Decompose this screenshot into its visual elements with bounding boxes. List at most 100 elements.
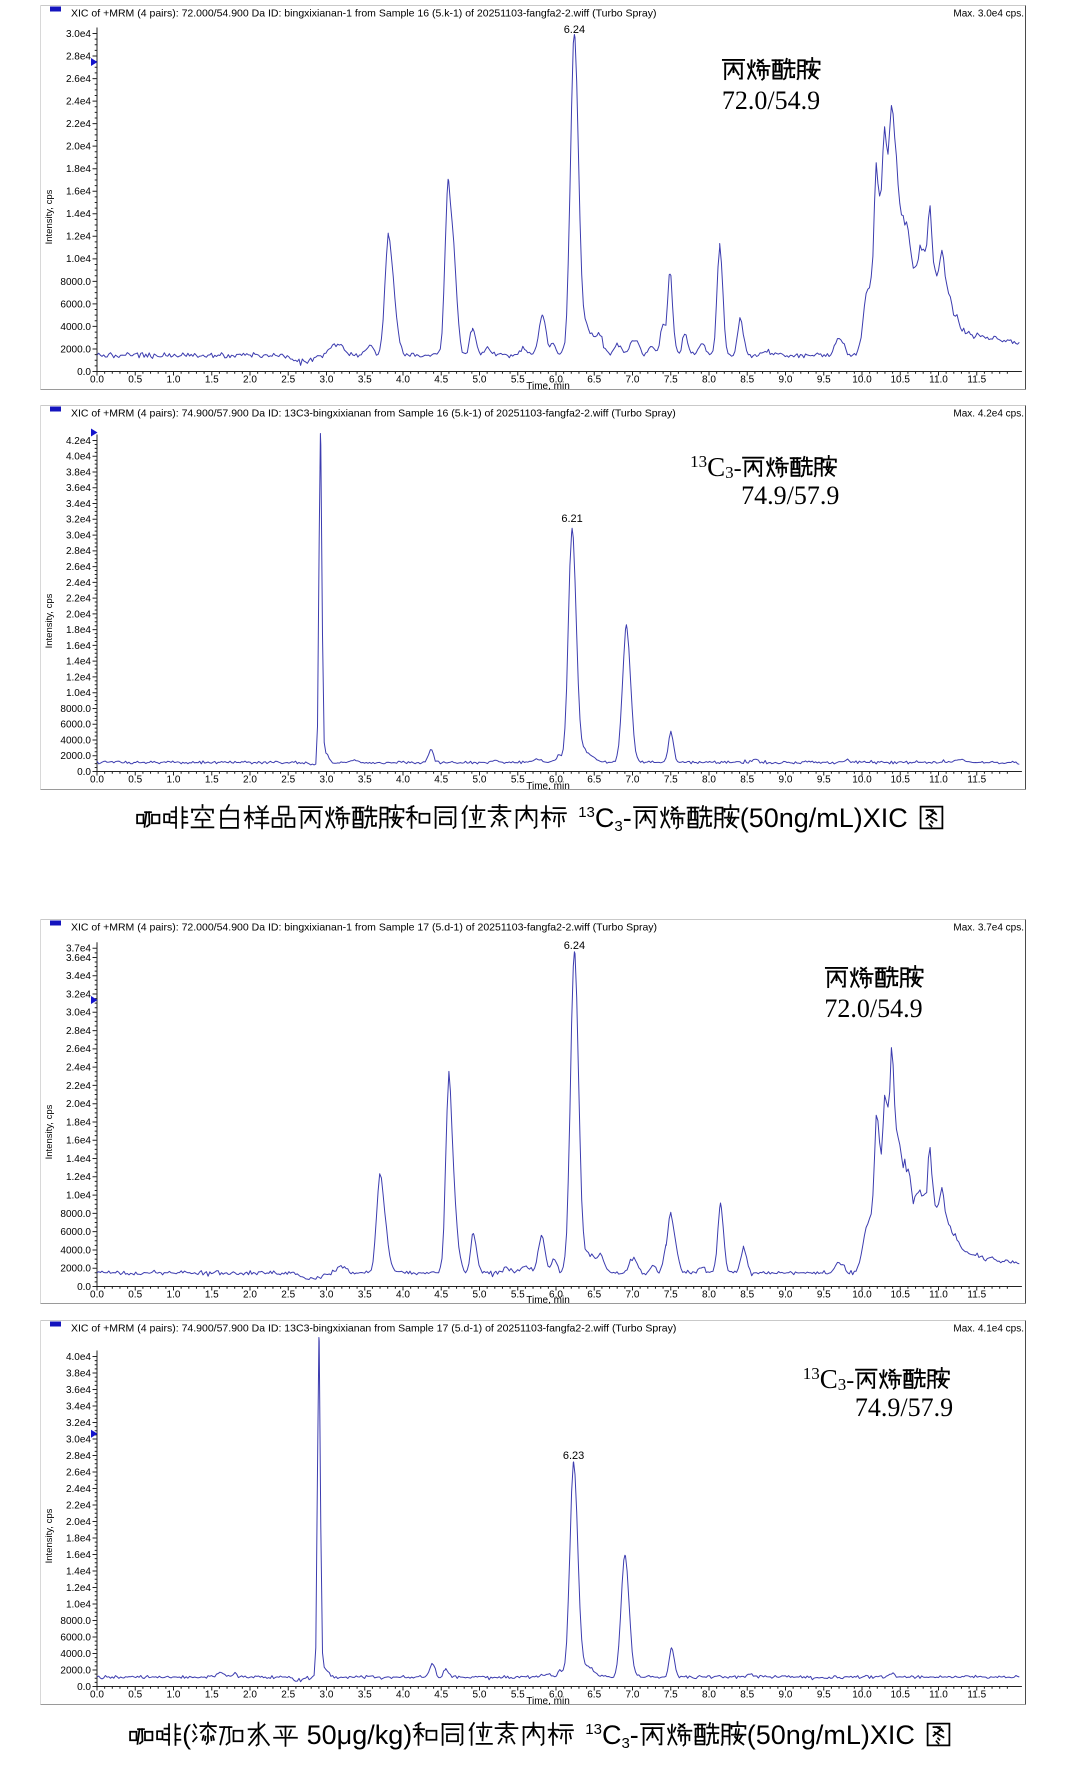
svg-text:XIC of +MRM (4 pairs): 72.000/: XIC of +MRM (4 pairs): 72.000/54.900 Da … [71, 922, 657, 934]
svg-text:3.7e4: 3.7e4 [66, 944, 91, 955]
svg-text:1.0: 1.0 [167, 774, 181, 785]
svg-text:2.0e4: 2.0e4 [66, 1099, 91, 1110]
svg-text:2.5: 2.5 [281, 375, 295, 386]
svg-text:11.5: 11.5 [967, 375, 986, 386]
svg-text:11.0: 11.0 [929, 774, 948, 785]
svg-text:2.0e4: 2.0e4 [66, 142, 91, 153]
svg-text:1.6e4: 1.6e4 [66, 187, 91, 198]
svg-text:8.5: 8.5 [740, 1290, 754, 1301]
svg-text:8.5: 8.5 [740, 375, 754, 386]
svg-text:9.5: 9.5 [817, 375, 831, 386]
svg-text:9.0: 9.0 [779, 1290, 793, 1301]
svg-text:Intensity, cps: Intensity, cps [44, 593, 55, 648]
svg-text:3.4e4: 3.4e4 [66, 498, 91, 509]
svg-text:3.4e4: 3.4e4 [66, 1401, 91, 1412]
svg-text:2.0: 2.0 [243, 375, 257, 386]
svg-text:5.0: 5.0 [473, 375, 487, 386]
svg-text:3.0: 3.0 [320, 1690, 334, 1701]
svg-text:3.2e4: 3.2e4 [66, 1418, 91, 1429]
svg-text:1.0e4: 1.0e4 [66, 1599, 91, 1610]
svg-text:8.0: 8.0 [702, 1690, 716, 1701]
svg-text:3.6e4: 3.6e4 [66, 953, 91, 964]
svg-text:0.5: 0.5 [128, 1690, 142, 1701]
svg-text:3.2e4: 3.2e4 [66, 989, 91, 1000]
svg-text:6.23: 6.23 [563, 1450, 584, 1462]
svg-text:7.0: 7.0 [626, 1290, 640, 1301]
svg-text:6.0: 6.0 [549, 1690, 563, 1701]
svg-text:9.5: 9.5 [817, 1290, 831, 1301]
svg-text:5.0: 5.0 [473, 774, 487, 785]
svg-text:0.0: 0.0 [77, 1282, 91, 1293]
svg-text:7.5: 7.5 [664, 1290, 678, 1301]
svg-text:XIC of +MRM (4 pairs): 74.900/: XIC of +MRM (4 pairs): 74.900/57.900 Da … [71, 1323, 676, 1335]
svg-text:3.6e4: 3.6e4 [66, 483, 91, 494]
svg-text:3.0e4: 3.0e4 [66, 1008, 91, 1019]
svg-text:2.6e4: 2.6e4 [66, 74, 91, 85]
svg-text:1.2e4: 1.2e4 [66, 232, 91, 243]
svg-text:10.5: 10.5 [890, 375, 910, 386]
svg-text:2.5: 2.5 [281, 1290, 295, 1301]
svg-text:Max. 3.0e4 cps.: Max. 3.0e4 cps. [953, 9, 1024, 20]
svg-text:Time, min: Time, min [526, 381, 570, 390]
svg-text:6.5: 6.5 [587, 375, 601, 386]
svg-text:1.4e4: 1.4e4 [66, 1154, 91, 1165]
svg-text:7.0: 7.0 [626, 774, 640, 785]
svg-text:1.2e4: 1.2e4 [66, 1172, 91, 1183]
svg-text:11.5: 11.5 [967, 1290, 986, 1301]
svg-text:11.5: 11.5 [967, 1690, 986, 1701]
svg-text:4.5: 4.5 [434, 774, 448, 785]
svg-text:9.0: 9.0 [779, 375, 793, 386]
svg-text:2.2e4: 2.2e4 [66, 1500, 91, 1511]
svg-text:3.5: 3.5 [358, 1290, 372, 1301]
svg-text:2.4e4: 2.4e4 [66, 1063, 91, 1074]
svg-text:Intensity, cps: Intensity, cps [44, 1508, 55, 1563]
svg-text:XIC of +MRM (4 pairs): 72.000/: XIC of +MRM (4 pairs): 72.000/54.900 Da … [71, 8, 656, 20]
svg-text:10.0: 10.0 [852, 774, 872, 785]
svg-text:8.0: 8.0 [702, 375, 716, 386]
svg-text:7.5: 7.5 [664, 375, 678, 386]
svg-text:9.0: 9.0 [779, 774, 793, 785]
svg-text:4.0: 4.0 [396, 1690, 410, 1701]
svg-text:8000.0: 8000.0 [60, 1616, 91, 1627]
svg-text:4.0: 4.0 [396, 774, 410, 785]
svg-text:1.8e4: 1.8e4 [66, 1533, 91, 1544]
svg-text:2000.0: 2000.0 [60, 344, 91, 355]
svg-text:10.0: 10.0 [852, 375, 872, 386]
svg-text:1.0: 1.0 [167, 1290, 181, 1301]
svg-text:5.5: 5.5 [511, 774, 525, 785]
svg-text:2.8e4: 2.8e4 [66, 1451, 91, 1462]
svg-text:Max. 4.2e4 cps.: Max. 4.2e4 cps. [953, 408, 1024, 419]
svg-text:1.6e4: 1.6e4 [66, 1550, 91, 1561]
svg-text:0.0: 0.0 [77, 367, 91, 378]
svg-text:2.0: 2.0 [243, 1690, 257, 1701]
svg-text:8000.0: 8000.0 [60, 277, 91, 288]
svg-text:5.5: 5.5 [511, 1690, 525, 1701]
svg-text:0.0: 0.0 [77, 1682, 91, 1693]
svg-text:3.0: 3.0 [320, 774, 334, 785]
svg-text:10.5: 10.5 [890, 1290, 910, 1301]
svg-text:2.8e4: 2.8e4 [66, 1026, 91, 1037]
svg-text:6.0: 6.0 [549, 1290, 563, 1301]
svg-text:2.5: 2.5 [281, 774, 295, 785]
svg-text:1.0e4: 1.0e4 [66, 1191, 91, 1202]
svg-text:0.5: 0.5 [128, 375, 142, 386]
svg-text:6.0: 6.0 [549, 375, 563, 386]
svg-text:5.0: 5.0 [473, 1690, 487, 1701]
svg-text:8.0: 8.0 [702, 774, 716, 785]
svg-text:9.5: 9.5 [817, 1690, 831, 1701]
svg-text:4.0: 4.0 [396, 1290, 410, 1301]
svg-text:Intensity, cps: Intensity, cps [44, 1104, 55, 1159]
svg-text:2.6e4: 2.6e4 [66, 1467, 91, 1478]
svg-text:2.4e4: 2.4e4 [66, 577, 91, 588]
svg-text:2.2e4: 2.2e4 [66, 1081, 91, 1092]
svg-text:2000.0: 2000.0 [60, 1665, 91, 1676]
svg-text:2.0e4: 2.0e4 [66, 1517, 91, 1528]
svg-text:8.0: 8.0 [702, 1290, 716, 1301]
svg-text:7.5: 7.5 [664, 774, 678, 785]
svg-text:8000.0: 8000.0 [60, 703, 91, 714]
svg-text:3.8e4: 3.8e4 [66, 1368, 91, 1379]
svg-text:0.0: 0.0 [90, 774, 104, 785]
svg-text:1.5: 1.5 [205, 1290, 219, 1301]
svg-text:7.0: 7.0 [626, 1690, 640, 1701]
svg-text:6.0: 6.0 [549, 774, 563, 785]
